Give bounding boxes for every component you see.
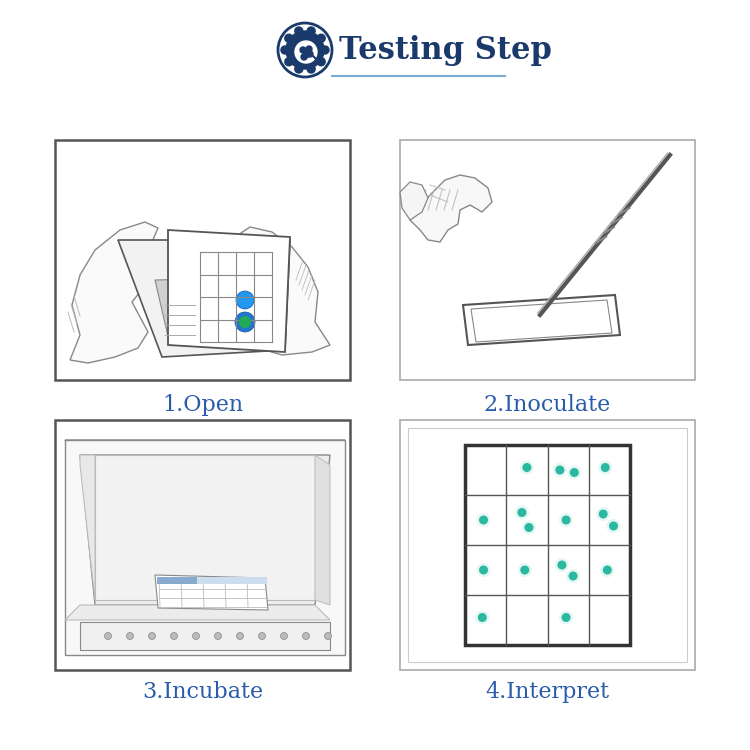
Circle shape	[518, 508, 526, 517]
Circle shape	[285, 34, 292, 42]
Circle shape	[295, 41, 317, 63]
Circle shape	[295, 65, 303, 73]
Circle shape	[104, 632, 112, 640]
Circle shape	[479, 566, 488, 574]
Circle shape	[479, 515, 488, 524]
Circle shape	[522, 520, 536, 535]
Circle shape	[598, 460, 612, 475]
Circle shape	[239, 316, 251, 328]
Circle shape	[603, 566, 612, 574]
Circle shape	[476, 513, 490, 527]
Text: 3.Incubate: 3.Incubate	[142, 681, 263, 703]
Ellipse shape	[278, 23, 332, 77]
Circle shape	[295, 27, 303, 35]
Circle shape	[236, 632, 244, 640]
Bar	[465, 445, 630, 645]
Circle shape	[148, 632, 155, 640]
Circle shape	[325, 632, 332, 640]
Circle shape	[607, 519, 620, 533]
Bar	[408, 428, 687, 662]
Circle shape	[259, 632, 266, 640]
Circle shape	[302, 632, 310, 640]
Circle shape	[285, 58, 292, 66]
Circle shape	[522, 463, 531, 472]
Circle shape	[476, 610, 489, 625]
Polygon shape	[168, 230, 290, 352]
Bar	[157, 577, 267, 584]
Circle shape	[303, 52, 309, 58]
Text: Testing Step: Testing Step	[339, 34, 552, 65]
Circle shape	[317, 34, 326, 42]
Circle shape	[562, 515, 571, 524]
Circle shape	[559, 513, 573, 527]
Circle shape	[609, 521, 618, 530]
Circle shape	[567, 466, 581, 479]
Circle shape	[301, 54, 307, 60]
Circle shape	[515, 506, 529, 520]
Circle shape	[317, 58, 326, 66]
Circle shape	[553, 463, 567, 477]
Bar	[55, 140, 350, 380]
Circle shape	[568, 572, 578, 580]
Circle shape	[307, 51, 313, 57]
Circle shape	[236, 291, 254, 309]
Circle shape	[281, 46, 289, 54]
Text: 4.Interpret: 4.Interpret	[485, 681, 610, 703]
Circle shape	[520, 460, 534, 475]
Polygon shape	[65, 440, 345, 655]
Circle shape	[235, 312, 255, 332]
Circle shape	[170, 632, 178, 640]
Bar	[80, 622, 330, 650]
Polygon shape	[155, 278, 255, 345]
Polygon shape	[471, 300, 612, 342]
Circle shape	[300, 47, 306, 53]
Polygon shape	[118, 240, 290, 357]
Circle shape	[555, 558, 569, 572]
Polygon shape	[65, 440, 345, 465]
Polygon shape	[70, 222, 160, 363]
Circle shape	[557, 560, 566, 569]
Polygon shape	[95, 455, 315, 600]
Circle shape	[321, 46, 329, 54]
Bar	[400, 420, 695, 670]
Circle shape	[306, 46, 312, 52]
Circle shape	[286, 31, 324, 69]
Circle shape	[598, 509, 608, 518]
Bar	[157, 577, 197, 584]
Circle shape	[280, 632, 287, 640]
Circle shape	[596, 507, 610, 521]
Circle shape	[520, 566, 530, 574]
Circle shape	[308, 27, 315, 35]
Polygon shape	[315, 455, 330, 605]
Circle shape	[214, 632, 221, 640]
Circle shape	[559, 610, 573, 625]
Polygon shape	[234, 227, 330, 355]
Circle shape	[524, 523, 533, 532]
Text: 1.Open: 1.Open	[162, 394, 243, 416]
Text: 2.Inoculate: 2.Inoculate	[484, 394, 611, 416]
Circle shape	[600, 563, 614, 577]
Circle shape	[566, 569, 580, 583]
Circle shape	[127, 632, 134, 640]
Circle shape	[518, 563, 532, 577]
Polygon shape	[155, 575, 268, 610]
Circle shape	[601, 463, 610, 472]
Polygon shape	[410, 175, 492, 242]
Circle shape	[562, 613, 571, 622]
Circle shape	[308, 65, 315, 73]
Bar	[400, 140, 695, 380]
Polygon shape	[65, 605, 330, 620]
Circle shape	[476, 563, 490, 577]
Polygon shape	[80, 455, 95, 600]
Polygon shape	[463, 295, 620, 345]
Bar	[55, 420, 350, 670]
Polygon shape	[400, 182, 428, 220]
Circle shape	[570, 468, 579, 477]
Circle shape	[193, 632, 200, 640]
Polygon shape	[80, 455, 330, 605]
Circle shape	[478, 613, 487, 622]
Circle shape	[555, 466, 564, 475]
